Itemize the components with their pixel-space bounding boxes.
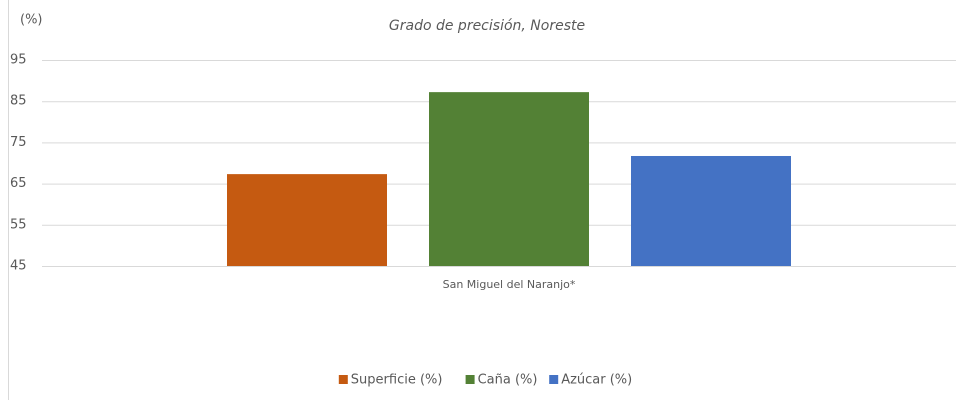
bar — [429, 92, 589, 266]
y-tick-label: 45 — [10, 259, 27, 274]
y-tick-label: 75 — [10, 135, 27, 150]
y-tick-label: 95 — [10, 53, 27, 68]
y-tick-label: 85 — [10, 94, 27, 109]
y-tick-label: 65 — [10, 176, 27, 191]
legend-swatch — [549, 375, 559, 384]
bar — [227, 174, 387, 266]
y-axis-label: (%) — [20, 13, 43, 28]
legend-label: Superficie (%) — [351, 373, 443, 388]
chart-title: Grado de precisión, Noreste — [389, 18, 585, 34]
legend-swatch — [465, 375, 475, 384]
legend-label: Azúcar (%) — [561, 373, 632, 388]
legend-label: Caña (%) — [478, 373, 538, 388]
bar — [631, 155, 791, 266]
legend-swatch — [338, 375, 348, 384]
x-tick-label: San Miguel del Naranjo* — [443, 278, 576, 291]
y-tick-label: 55 — [10, 217, 27, 232]
